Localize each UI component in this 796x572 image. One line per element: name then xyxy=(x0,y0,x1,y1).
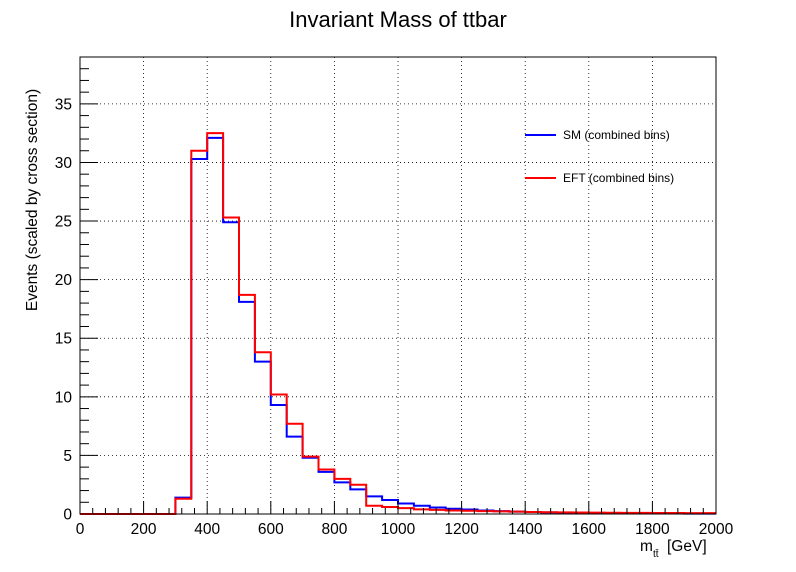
x-tick-label: 400 xyxy=(194,521,220,538)
y-axis-label: Events (scaled by cross section) xyxy=(24,89,41,311)
y-tick-label: 30 xyxy=(55,155,73,172)
series-line-eft xyxy=(80,132,716,515)
x-axis-label: m tt̄ [GeV] xyxy=(640,538,707,560)
series-group xyxy=(80,132,716,515)
y-tick-label: 0 xyxy=(63,507,72,524)
y-tick-label: 25 xyxy=(55,214,72,231)
legend: SM (combined bins) EFT (combined bins) xyxy=(525,128,674,185)
y-tick-label: 5 xyxy=(63,448,72,465)
y-axis: 0 5 10 15 20 25 30 35 xyxy=(55,68,98,524)
chart-title: Invariant Mass of ttbar xyxy=(289,7,507,32)
x-tick-label: 2000 xyxy=(699,521,734,538)
x-tick-label: 1200 xyxy=(444,521,479,538)
x-axis-label-subscript: tt̄ xyxy=(653,548,659,560)
x-axis: 0 200 400 600 800 1000 1200 1400 1600 1800 2000 xyxy=(76,501,734,538)
y-tick-label: 10 xyxy=(55,389,73,406)
y-tick-label: 15 xyxy=(55,331,72,348)
x-tick-label: 1600 xyxy=(572,521,607,538)
x-tick-label: 1000 xyxy=(381,521,416,538)
x-axis-label-unit: [GeV] xyxy=(667,538,707,555)
x-tick-label: 1800 xyxy=(635,521,670,538)
legend-label-sm: SM (combined bins) xyxy=(563,128,670,142)
x-axis-label-main: m xyxy=(640,538,653,555)
y-tick-label: 20 xyxy=(55,272,73,289)
x-tick-label: 800 xyxy=(321,521,347,538)
x-tick-label: 1400 xyxy=(508,521,543,538)
grid xyxy=(80,57,716,514)
legend-label-eft: EFT (combined bins) xyxy=(563,171,674,185)
y-tick-label: 35 xyxy=(55,96,72,113)
x-tick-label: 600 xyxy=(258,521,284,538)
x-tick-label: 0 xyxy=(76,521,85,538)
x-tick-label: 200 xyxy=(131,521,157,538)
